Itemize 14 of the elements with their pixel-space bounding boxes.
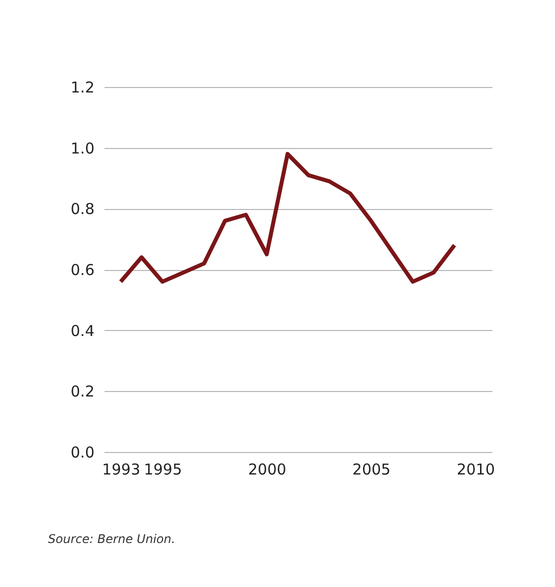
y-tick-label: 0.0 (70, 444, 94, 462)
y-tick-label: 0.4 (70, 322, 94, 340)
x-tick-label: 1995 (144, 460, 182, 478)
source-note: Source: Berne Union. (48, 532, 176, 546)
y-tick-label: 1.0 (70, 139, 94, 158)
y-tick-label: 0.6 (70, 261, 94, 279)
x-tick-label: 2010 (456, 460, 495, 478)
line-series (118, 152, 456, 284)
x-tick-label: 2000 (248, 460, 286, 478)
x-tick-label: 1993 (102, 460, 140, 478)
y-tick-label: 0.2 (70, 382, 94, 401)
y-tick-label: 1.2 (70, 78, 94, 96)
x-tick-label: 2005 (352, 460, 391, 478)
y-tick-label: 0.8 (70, 200, 94, 218)
